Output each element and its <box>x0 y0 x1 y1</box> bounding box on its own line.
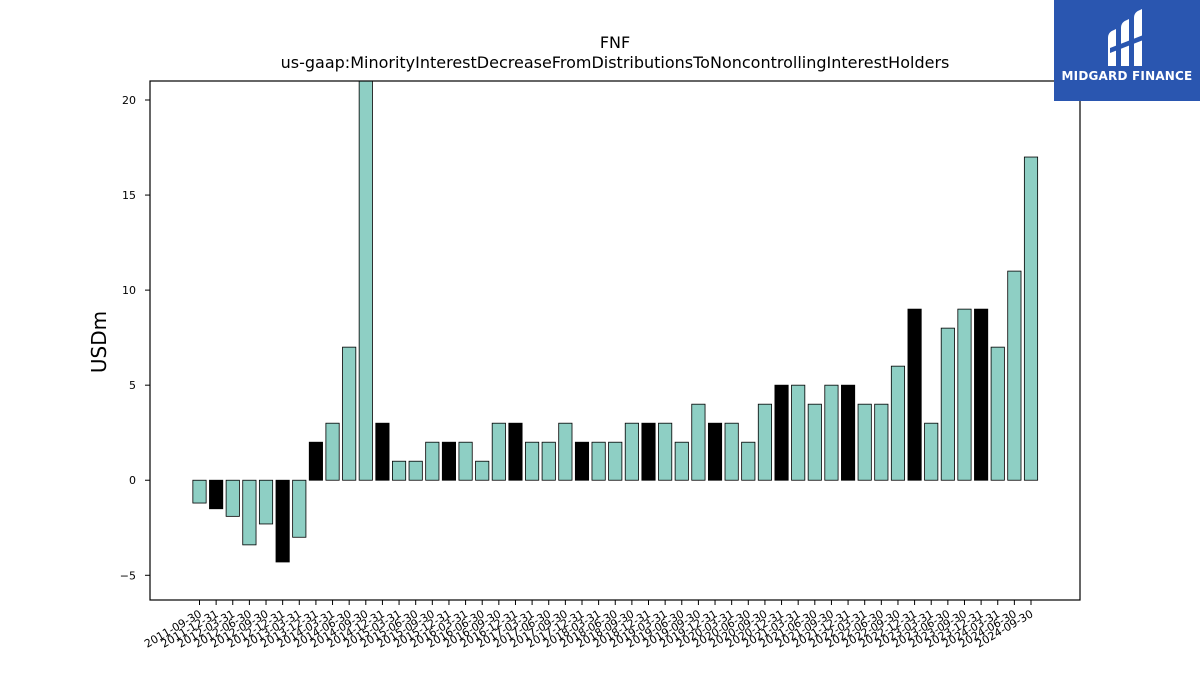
bar-2023-06-30 <box>940 327 955 481</box>
y-tick-label: −5 <box>120 569 136 582</box>
bar-2018-06-30 <box>608 441 623 481</box>
bar-2017-06-30 <box>541 441 556 481</box>
bar-2018-03-31 <box>591 441 606 481</box>
bar-2012-12-31 <box>275 479 290 563</box>
bar-2014-09-30 <box>358 80 373 481</box>
bar-2023-09-30 <box>957 308 972 481</box>
chart-subtitle: us-gaap:MinorityInterestDecreaseFromDist… <box>281 53 950 72</box>
bar-2011-09-30 <box>192 479 207 504</box>
bar-2021-09-30 <box>824 384 839 481</box>
midgard-logo-icon <box>1108 9 1146 66</box>
bar-2017-09-30 <box>558 422 573 481</box>
bar-2021-03-31 <box>791 384 806 481</box>
bar-2017-03-31 <box>525 441 540 481</box>
x-axis: 2011-09-302011-12-312012-03-312012-06-30… <box>142 600 1036 651</box>
y-tick-label: 5 <box>129 379 136 392</box>
bar-2024-09-30 <box>1023 156 1039 481</box>
bar-2016-12-31 <box>508 422 523 481</box>
bar-2024-06-30 <box>1007 270 1022 481</box>
bar-2016-03-31 <box>458 441 473 481</box>
bar-2015-03-31 <box>392 460 407 481</box>
bar-2012-03-31 <box>225 479 240 517</box>
bar-2013-12-31 <box>308 441 323 481</box>
bar-2015-09-30 <box>425 441 440 481</box>
y-tick-label: 20 <box>122 94 136 107</box>
bar-2020-06-30 <box>741 441 756 481</box>
bar-2014-12-31 <box>375 422 390 481</box>
y-tick-label: 10 <box>122 284 136 297</box>
bar-2012-09-30 <box>258 479 274 525</box>
bar-2021-06-30 <box>807 403 822 481</box>
bar-2012-06-30 <box>242 479 257 546</box>
bar-2022-09-30 <box>890 365 906 481</box>
bar-2020-09-30 <box>757 403 772 481</box>
chart-title: FNF <box>600 33 630 52</box>
bar-2015-06-30 <box>408 460 423 481</box>
bar-2022-12-31 <box>907 308 922 481</box>
bar-2023-03-31 <box>924 422 939 481</box>
bar-2014-03-31 <box>325 422 340 481</box>
bar-2016-09-30 <box>491 422 506 481</box>
bar-2020-03-31 <box>724 422 739 481</box>
plot-frame <box>149 80 1081 601</box>
bars-group <box>192 80 1039 563</box>
bar-2018-09-30 <box>624 422 639 481</box>
y-axis: −5 0 5 10 15 20 <box>120 94 150 582</box>
bar-2017-12-31 <box>574 441 590 481</box>
bar-2022-03-31 <box>857 403 872 481</box>
bar-2023-12-31 <box>974 308 989 481</box>
bar-2016-06-30 <box>475 460 490 481</box>
bar-2011-12-31 <box>209 479 224 510</box>
bar-2014-06-30 <box>342 346 357 481</box>
bar-2024-03-31 <box>990 346 1005 481</box>
bar-2019-09-30 <box>691 403 706 481</box>
bar-2018-12-31 <box>641 422 656 481</box>
bar-2015-12-31 <box>441 441 456 481</box>
bar-2019-06-30 <box>674 441 689 481</box>
bar-2013-03-31 <box>292 479 307 538</box>
company-logo: MIDGARD FINANCE <box>1054 0 1200 101</box>
y-axis-label: USDm <box>87 311 111 373</box>
bar-2019-03-31 <box>658 422 673 481</box>
bar-2021-12-31 <box>841 384 856 481</box>
bar-2020-12-31 <box>774 384 789 481</box>
y-tick-label: 0 <box>129 474 136 487</box>
bar-2019-12-31 <box>707 422 723 481</box>
logo-text: MIDGARD FINANCE <box>1061 69 1193 83</box>
y-tick-label: 15 <box>122 189 136 202</box>
bar-2022-06-30 <box>874 403 889 481</box>
